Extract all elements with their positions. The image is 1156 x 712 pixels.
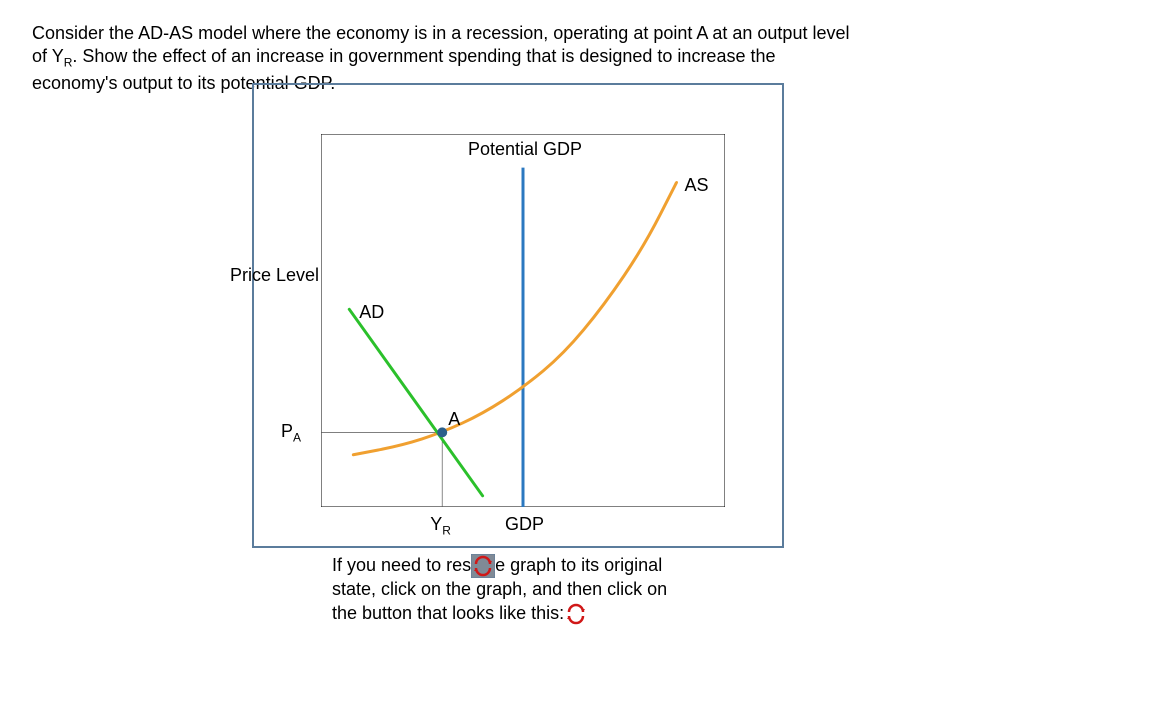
question-line2-post: . Show the effect of an increase in gove… [72, 46, 775, 66]
question-line2-pre: of Y [32, 46, 64, 66]
as-curve-label: AS [685, 174, 709, 197]
potential-gdp-label: Potential GDP [468, 138, 582, 161]
ad-curve-label: AD [359, 301, 384, 324]
reset-instructions: If you need to rese graph to its origina… [332, 554, 692, 626]
reset-icon[interactable] [471, 554, 495, 578]
reset-icon[interactable] [564, 602, 588, 626]
pa-label: PA [281, 420, 301, 446]
point-a-label: A [448, 408, 460, 431]
yr-label: YR [430, 513, 451, 539]
x-axis-label: GDP [505, 513, 544, 536]
y-axis-label: Price Level [209, 264, 319, 287]
question-line1: Consider the AD-AS model where the econo… [32, 23, 849, 43]
